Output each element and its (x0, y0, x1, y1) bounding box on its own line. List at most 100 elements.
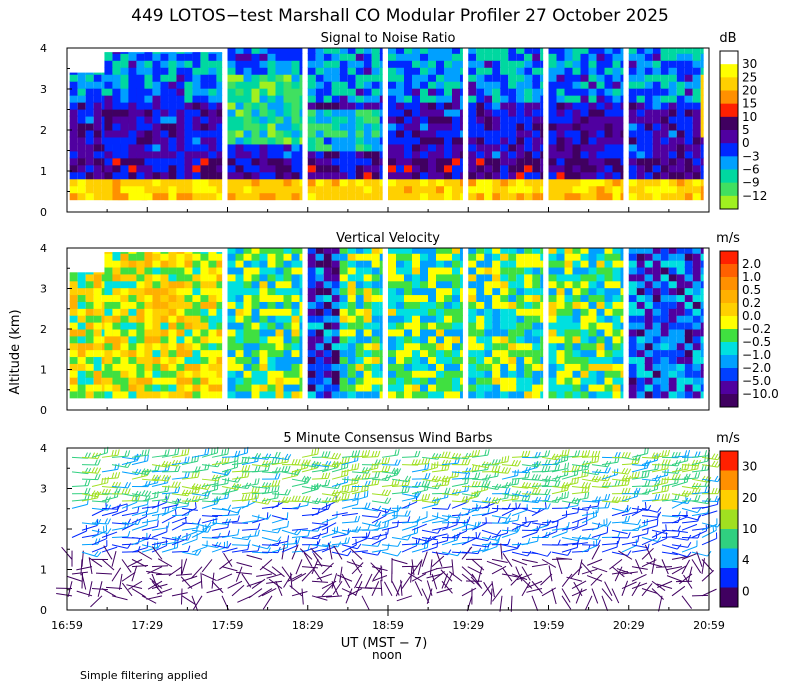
data-cell (371, 164, 380, 173)
data-cell (216, 280, 223, 289)
data-cell (428, 101, 436, 110)
barb-flag (157, 491, 159, 498)
data-cell (235, 356, 244, 364)
data-cell (604, 94, 613, 103)
data-cell (251, 376, 260, 385)
data-cell (291, 259, 300, 268)
data-cell (588, 349, 597, 358)
data-cell (331, 273, 340, 282)
barb-staff (95, 572, 113, 575)
data-cell (684, 307, 693, 316)
data-cell (492, 383, 501, 392)
data-cell (168, 171, 177, 180)
barb-flag (167, 485, 170, 492)
data-cell (436, 314, 444, 323)
barb-staff (201, 515, 218, 518)
data-cell (692, 321, 701, 330)
data-cell (152, 383, 161, 392)
data-cell (548, 390, 557, 399)
data-cell (556, 252, 565, 261)
data-cell (259, 94, 268, 103)
data-cell (347, 80, 356, 89)
data-cell (315, 178, 324, 187)
data-cell (612, 287, 621, 296)
data-cell (476, 157, 485, 166)
barb-flag (207, 448, 210, 455)
wind-barb (271, 453, 292, 461)
data-cell (668, 66, 677, 75)
data-cell (428, 136, 436, 145)
data-cell (104, 80, 113, 89)
barb-flag (264, 498, 269, 504)
data-cell (492, 87, 501, 96)
barb-flag (124, 450, 128, 457)
barb-flag (204, 448, 207, 456)
data-cell (476, 164, 485, 173)
data-cell (684, 335, 693, 344)
barb-flag (277, 536, 282, 542)
data-cell (267, 122, 276, 131)
data-cell (524, 108, 533, 117)
colorbar-label: −3 (742, 149, 760, 163)
data-cell (85, 136, 94, 145)
data-cell (436, 129, 444, 138)
data-cell (144, 115, 153, 124)
data-cell (184, 356, 193, 364)
barb-staff (111, 544, 128, 549)
data-cell (259, 252, 268, 261)
data-cell (676, 287, 685, 296)
data-cell (363, 273, 372, 282)
data-cell (676, 363, 685, 371)
colorbar-swatch (720, 182, 738, 197)
data-cell (484, 115, 493, 124)
wind-barb (141, 520, 159, 531)
data-cell (548, 287, 557, 296)
data-cell (612, 294, 621, 302)
data-cell (388, 73, 396, 82)
data-cell (548, 321, 557, 330)
data-cell (93, 342, 102, 351)
data-cell (227, 164, 236, 173)
barb-staff (171, 550, 189, 553)
data-cell (200, 101, 209, 110)
wind-barb (181, 518, 201, 525)
data-cell (347, 94, 356, 103)
data-layer (69, 48, 704, 201)
data-cell (291, 150, 300, 159)
wind-barb (161, 448, 180, 458)
data-cell (371, 171, 380, 180)
data-cell (548, 335, 557, 344)
data-cell (412, 80, 420, 89)
barb-staff (111, 522, 128, 525)
data-cell (85, 383, 94, 392)
data-cell (379, 328, 383, 337)
data-cell (532, 314, 541, 323)
data-cell (580, 259, 589, 268)
barb-flag (164, 475, 169, 481)
data-cell (444, 157, 452, 166)
data-cell (192, 328, 201, 337)
data-cell (388, 252, 396, 261)
data-cell (69, 390, 78, 399)
data-cell (355, 259, 364, 268)
data-cell (388, 307, 396, 316)
data-cell (612, 314, 621, 323)
wind-barb (91, 518, 111, 525)
data-cell (168, 157, 177, 166)
data-cell (428, 164, 436, 173)
barb-staff (141, 537, 158, 540)
data-cell (243, 143, 252, 152)
wind-barb (155, 573, 173, 576)
data-cell (532, 280, 541, 289)
wind-barb (231, 543, 250, 553)
barb-flag (146, 505, 149, 512)
data-cell (652, 248, 661, 254)
data-cell (444, 150, 452, 159)
data-cell (168, 273, 177, 282)
data-cell (267, 335, 276, 344)
data-cell (580, 94, 589, 103)
data-cell (160, 192, 169, 201)
data-cell (299, 143, 303, 152)
data-cell (259, 171, 268, 180)
data-cell (69, 171, 78, 180)
